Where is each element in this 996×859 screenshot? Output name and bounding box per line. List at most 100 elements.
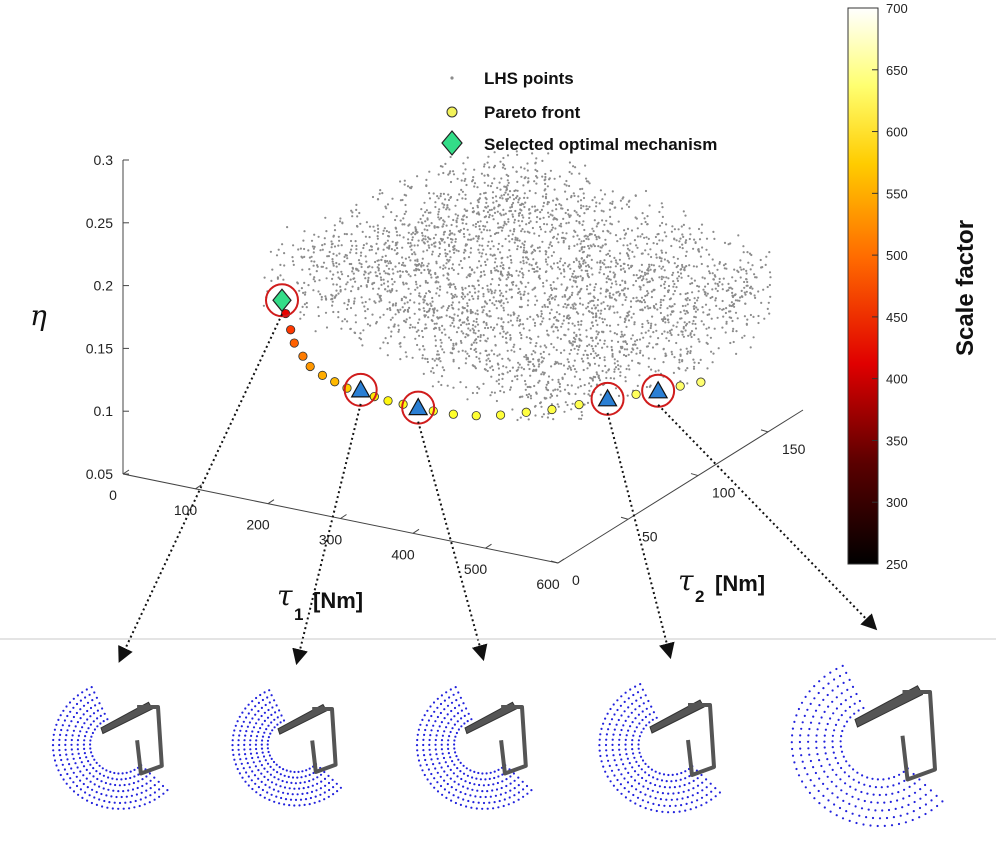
workspace-dot xyxy=(458,704,461,707)
lhs-point xyxy=(480,271,483,274)
workspace-dot xyxy=(820,764,823,768)
workspace-dot xyxy=(826,775,829,778)
lhs-point xyxy=(667,261,671,264)
lhs-point xyxy=(571,322,574,325)
lhs-point xyxy=(365,284,368,287)
workspace-dot xyxy=(501,773,504,776)
lhs-point xyxy=(711,258,714,261)
workspace-dot xyxy=(651,718,654,721)
lhs-point xyxy=(689,282,692,285)
lhs-point xyxy=(533,405,537,408)
lhs-point xyxy=(378,300,381,303)
workspace-dot xyxy=(93,728,96,731)
workspace-dot xyxy=(454,735,457,738)
workspace-dot xyxy=(822,698,825,702)
workspace-dot xyxy=(255,791,258,794)
lhs-point xyxy=(509,206,512,209)
lhs-point xyxy=(420,265,423,268)
lhs-point xyxy=(375,274,378,277)
lhs-point xyxy=(389,335,393,338)
lhs-point xyxy=(710,317,713,320)
lhs-point xyxy=(510,261,513,264)
workspace-dot xyxy=(270,694,273,697)
lhs-point xyxy=(538,234,541,237)
lhs-point xyxy=(492,368,495,372)
workspace-dot xyxy=(858,814,861,817)
x-tick-label: 400 xyxy=(391,546,415,562)
lhs-point xyxy=(489,394,492,397)
lhs-point xyxy=(731,295,735,299)
workspace-dot xyxy=(455,699,458,702)
lhs-point xyxy=(355,244,358,247)
lhs-point xyxy=(636,384,639,387)
lhs-point xyxy=(484,339,487,342)
lhs-point xyxy=(428,307,431,310)
lhs-point xyxy=(454,238,457,241)
workspace-dot xyxy=(456,712,460,715)
lhs-point xyxy=(418,294,421,297)
lhs-point xyxy=(432,371,435,374)
lhs-point xyxy=(527,299,530,302)
workspace-dot xyxy=(60,758,63,762)
lhs-point xyxy=(469,273,472,276)
lhs-point xyxy=(712,352,715,355)
workspace-dot xyxy=(851,812,854,815)
lhs-point xyxy=(587,264,590,267)
workspace-dot xyxy=(153,791,156,794)
lhs-point xyxy=(543,344,546,347)
workspace-dot xyxy=(897,791,900,794)
workspace-dot xyxy=(109,770,112,774)
lhs-point xyxy=(573,359,576,362)
lhs-point xyxy=(414,233,417,236)
lhs-point xyxy=(420,208,423,211)
lhs-point xyxy=(624,298,627,302)
lhs-point xyxy=(542,317,545,320)
lhs-point xyxy=(431,319,434,323)
workspace-dot xyxy=(644,793,647,796)
workspace-dot xyxy=(254,713,257,716)
workspace-dot xyxy=(440,743,443,746)
lhs-point xyxy=(508,240,511,243)
lhs-point xyxy=(424,238,427,241)
workspace-dot xyxy=(135,793,138,796)
lhs-point xyxy=(422,214,425,217)
lhs-point xyxy=(656,343,659,346)
workspace-dot xyxy=(72,706,75,709)
lhs-point xyxy=(741,336,744,339)
workspace-dot xyxy=(98,702,101,705)
lhs-point xyxy=(609,202,612,205)
workspace-dot xyxy=(323,777,327,781)
lhs-point xyxy=(337,235,340,238)
lhs-point xyxy=(332,264,335,267)
lhs-point xyxy=(734,279,737,282)
workspace-dot xyxy=(452,794,455,797)
lhs-point xyxy=(682,235,685,238)
lhs-point xyxy=(614,234,618,237)
lhs-point xyxy=(533,248,536,251)
lhs-point xyxy=(560,236,564,239)
lhs-point xyxy=(658,265,661,268)
lhs-point xyxy=(609,330,612,333)
lhs-point xyxy=(663,258,667,261)
lhs-point xyxy=(544,178,547,181)
lhs-point xyxy=(600,309,603,312)
lhs-point xyxy=(449,180,453,184)
lhs-point xyxy=(568,184,571,188)
lhs-point xyxy=(396,270,399,273)
lhs-point xyxy=(401,256,404,259)
workspace-dot xyxy=(98,798,101,801)
lhs-point xyxy=(621,345,624,348)
workspace-dot xyxy=(233,758,236,761)
highlight-circle xyxy=(641,373,676,408)
workspace-dot xyxy=(814,709,818,712)
workspace-dot xyxy=(645,707,648,710)
lhs-point xyxy=(484,225,487,228)
lhs-point xyxy=(353,277,356,280)
mechanism-marker xyxy=(408,397,429,416)
lhs-point xyxy=(593,286,596,289)
lhs-point xyxy=(412,231,415,234)
workspace-dot xyxy=(434,767,437,770)
lhs-point xyxy=(445,262,448,265)
workspace-dot xyxy=(320,780,323,783)
workspace-dot xyxy=(635,726,638,729)
